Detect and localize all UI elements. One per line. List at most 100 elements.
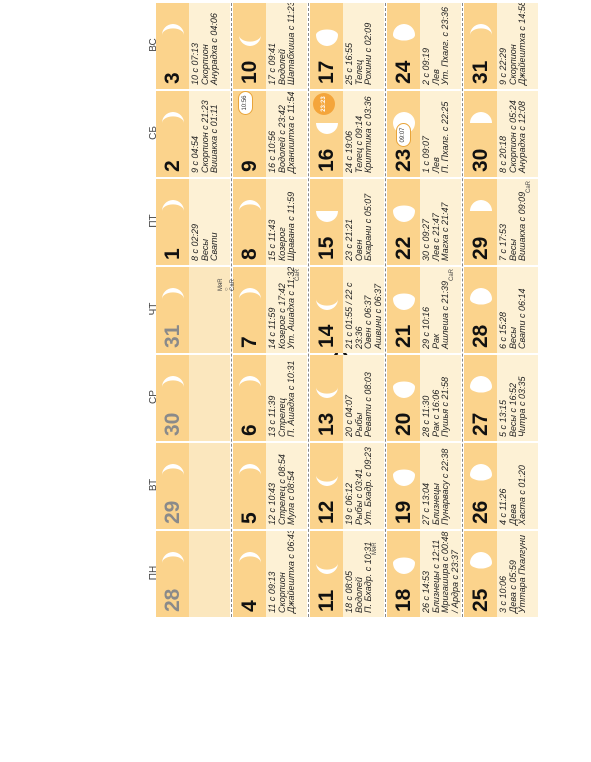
day-number: 30	[469, 148, 492, 172]
day-number: 9	[238, 160, 261, 172]
first-quarter-moon-icon	[316, 211, 338, 222]
day-number: 5	[238, 512, 261, 524]
day-cell[interactable]: 13 20 с 04:07 Рыбы Ревати с 08:03	[310, 355, 384, 441]
day-cell[interactable]: 24 2 с 09:19 Лев Ут. Пхалг. с 23:36	[387, 3, 461, 89]
day-cell[interactable]: 7 14 с 11:59 Козерог с 17:42 Ут. Ашадха с 1…	[233, 267, 307, 353]
day-info-area	[189, 355, 230, 441]
day-cell[interactable]: 30	[156, 355, 230, 441]
day-cell[interactable]: 1 8 с 02:29 Весы Свати	[156, 179, 230, 265]
lunar-info-line: Ут. Бхадр. с 09:23	[363, 447, 373, 525]
day-cell[interactable]: 25 3 с 10:06 Дева с 05:59 Уттара Пхалгуни	[464, 531, 538, 617]
day-cell[interactable]: 29 7 с 17:53 Весы Вишакха с 09:09	[464, 179, 538, 265]
day-cell[interactable]: 5 12 с 10:43 Стрелец с 08:54 Мула с 08:54	[233, 443, 307, 529]
lunar-info-line: Анурадха с 12:08	[517, 101, 527, 173]
lunar-info-line: Вишакха с 01:11	[209, 104, 219, 174]
day-cell[interactable]: 31 9 с 22:29 Скорпион Джайештха с 14:58	[464, 3, 538, 89]
day-cell[interactable]: 14 21 с 01:55 / 22 с 23:36 Овен с 06:37 Ашви…	[310, 267, 384, 353]
lunar-info-line: Дхаништха с 11:54	[286, 91, 296, 173]
lunar-info: 3 с 10:06 Дева с 05:59 Уттара Пхалгуни	[498, 531, 528, 613]
day-number: 28	[469, 324, 492, 348]
waxing-crescent-moon-icon	[316, 563, 338, 574]
day-cell[interactable]: 2 9 с 04:54 Скорпион с 21:23 Вишакха с 01:1…	[156, 91, 230, 177]
day-cell[interactable]: 12 19 с 06:12 Рыбы с 03:41 Ут. Бхадр. с 09:…	[310, 443, 384, 529]
lunar-info: 16 с 10:56 Водолей с 23:42 Дхаништха с 11:…	[267, 91, 297, 173]
day-cell[interactable]: 4 11 с 09:13 Скорпион Джайештха с 06:43	[233, 531, 307, 617]
lunar-info: 25 с 16:55 Телец Рохини с 02:09	[344, 3, 374, 85]
lunar-info: 30 с 09:27 Лев с 21:47 Магха с 21:47	[421, 179, 451, 261]
day-cell[interactable]: 6 13 с 11:39 Стрелец П. Ашадха с 10:31	[233, 355, 307, 441]
waning-crescent-moon-icon	[239, 376, 261, 387]
day-cell[interactable]: 17 25 с 16:55 Телец Рохини с 02:09	[310, 3, 384, 89]
day-number: 13	[315, 412, 338, 436]
day-cell[interactable]: 27 5 с 13:15 Весы с 16:52 Читра с 03:35	[464, 355, 538, 441]
waning-crescent-moon-icon	[470, 24, 492, 35]
waning-crescent-moon-icon	[239, 464, 261, 475]
waning-crescent-moon-icon	[162, 200, 184, 211]
day-cell[interactable]: 18 26 с 14:53 Близнецы с 12:11 Мригашира с …	[387, 531, 461, 617]
day-number: 27	[469, 412, 492, 436]
day-number: 31	[469, 60, 492, 84]
day-cell[interactable]: 8 15 с 11:43 Козерог Шравана с 11:59	[233, 179, 307, 265]
waning-crescent-moon-icon	[162, 376, 184, 387]
day-cell[interactable]: 20 28 с 11:30 Рак с 16:06 Пушья с 21:58	[387, 355, 461, 441]
day-number: 22	[392, 236, 415, 260]
waning-crescent-moon-icon	[162, 288, 184, 299]
lunar-info-line: Пунарвасу с 22:38	[440, 448, 450, 525]
lunar-info-line: Анурадха с 04:06	[209, 13, 219, 85]
lunar-info-line: / Ардра с 23:37	[449, 549, 460, 613]
day-cell[interactable]: 16 24 с 19:06 Телец с 09:14 Криттика с 03:3…	[310, 91, 384, 177]
day-number: 6	[238, 424, 261, 436]
day-cell[interactable]: 31	[156, 267, 230, 353]
lunar-info: 9 с 22:29 Скорпион Джайештха с 14:58	[498, 3, 528, 85]
day-cell[interactable]: 19 27 с 13:04 Близнецы Пунарвасу с 22:38	[387, 443, 461, 529]
day-cell[interactable]: 10 17 с 09:41 Водолей Шатабхиша с 11:23	[233, 3, 307, 89]
day-cell[interactable]: 28	[156, 531, 230, 617]
lunar-info: 14 с 11:59 Козерог с 17:42 Ут. Ашадха с 11…	[267, 267, 297, 349]
lunar-info: 28 с 11:30 Рак с 16:06 Пушья с 21:58	[421, 355, 451, 437]
retrograde-marker: MяR ○ CaR	[218, 278, 236, 291]
day-number: 11	[315, 589, 338, 612]
planet-station-marker: CaR	[526, 180, 532, 193]
week-row: 25 3 с 10:06 Дева с 05:59 Уттара Пхалгуни 26…	[464, 3, 538, 617]
waxing-gibbous-moon-icon	[316, 29, 338, 46]
day-cell[interactable]: 28 6 с 15:28 Весы Свати с 06:14	[464, 267, 538, 353]
day-cell[interactable]: 11 18 с 08:05 Водолей П. Бхадр. с 10:31	[310, 531, 384, 617]
day-number: 8	[238, 248, 261, 260]
day-cell[interactable]: 3 10 с 07:13 Скорпион Анурадха с 04:06	[156, 3, 230, 89]
day-cell[interactable]: 21 29 с 10:16 Рак Ашлеша с 21:39	[387, 267, 461, 353]
week-row: 4 11 с 09:13 Скорпион Джайештха с 06:43 5 12 …	[233, 3, 307, 617]
lunar-info: 5 с 13:15 Весы с 16:52 Читра с 03:35	[498, 355, 528, 438]
day-number: 23	[392, 148, 415, 172]
day-number: 10	[238, 60, 261, 84]
lunar-info: 9 с 04:54 Скорпион с 21:23 Вишакха с 01:11	[190, 91, 220, 174]
day-number: 29	[161, 500, 184, 524]
lunar-info-line: Свати с 06:14	[517, 288, 527, 349]
lunar-info-line: Ревати с 08:03	[363, 372, 373, 437]
day-cell[interactable]: 30 8 с 20:18 Скорпион с 05:24 Анурадха с 12…	[464, 91, 538, 177]
lunar-info: 20 с 04:07 Рыбы Ревати с 08:03	[344, 355, 374, 437]
day-cell[interactable]: 29	[156, 443, 230, 529]
day-number: 15	[315, 236, 338, 260]
day-number: 29	[469, 236, 492, 260]
day-cell[interactable]: 22 30 с 09:27 Лев с 21:47 Магха с 21:47	[387, 179, 461, 265]
lunar-info: 24 с 19:06 Телец с 09:14 Криттика с 03:36	[344, 91, 374, 173]
lunar-info-line: Мула с 08:54	[286, 470, 296, 525]
day-cell[interactable]: 26 4 с 11:26 Дева Хаста с 01:20	[464, 443, 538, 529]
lunar-info-line: Рохини с 02:09	[363, 22, 373, 85]
day-number: 12	[315, 500, 338, 524]
retrograde-marker: MяR	[372, 542, 378, 555]
waxing-gibbous-moon-icon	[393, 293, 415, 310]
waning-gibbous-moon-icon	[470, 376, 492, 393]
last-quarter-moon-icon	[470, 200, 492, 211]
waning-crescent-moon-icon	[162, 24, 184, 35]
first-quarter-moon-icon	[316, 123, 338, 134]
waxing-crescent-moon-icon	[239, 35, 261, 46]
waxing-crescent-moon-icon	[316, 475, 338, 486]
lunar-info: 27 с 13:04 Близнецы Пунарвасу с 22:38	[421, 443, 451, 525]
day-cell[interactable]: 15 23 с 21:21 Овен Бхарани с 05:07	[310, 179, 384, 265]
planet-station-marker: CaR	[295, 268, 301, 281]
waning-crescent-moon-icon	[239, 552, 261, 563]
day-number: 20	[392, 412, 415, 436]
lunar-info: 8 с 20:18 Скорпион с 05:24 Анурадха с 12:0…	[498, 91, 528, 173]
day-number: 14	[315, 324, 338, 348]
